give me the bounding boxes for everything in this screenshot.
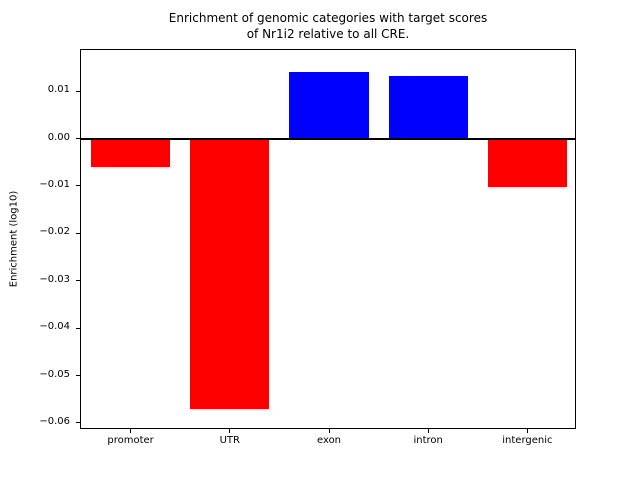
- x-tick-label-intron: intron: [413, 435, 443, 446]
- y-tick-label: −0.06: [39, 415, 70, 427]
- bar-exon: [289, 72, 369, 139]
- x-tick-label-intergenic: intergenic: [502, 435, 553, 446]
- x-tick-mark: [130, 429, 132, 433]
- y-tick-mark: [76, 327, 80, 329]
- y-tick-mark: [76, 375, 80, 376]
- bar-UTR: [190, 138, 270, 409]
- zero-baseline: [81, 137, 575, 140]
- y-tick-label: 0.01: [47, 84, 70, 96]
- bar-intron: [388, 76, 468, 139]
- y-axis-label: Enrichment (log10): [8, 190, 20, 288]
- y-tick-mark: [76, 232, 80, 234]
- y-tick-mark: [76, 422, 80, 424]
- x-tick-mark: [526, 429, 528, 433]
- x-tick-label-exon: exon: [316, 435, 342, 446]
- y-tick-mark: [76, 90, 80, 92]
- chart-title: Enrichment of genomic categories with ta…: [168, 11, 488, 42]
- y-tick-label: −0.04: [39, 321, 70, 333]
- x-tick-label-UTR: UTR: [219, 435, 240, 446]
- y-tick-mark: [76, 280, 80, 282]
- x-tick-label-promoter: promoter: [107, 435, 154, 446]
- x-tick-mark: [229, 429, 231, 433]
- bar-promoter: [90, 138, 171, 168]
- y-tick-mark: [76, 185, 80, 187]
- y-tick-label: −0.03: [39, 273, 70, 285]
- y-tick-label: −0.05: [39, 368, 70, 380]
- y-tick-label: 0.00: [47, 131, 70, 143]
- x-tick-mark: [328, 429, 330, 433]
- y-tick-mark: [76, 138, 80, 140]
- y-tick-label: −0.01: [39, 178, 70, 190]
- y-tick-label: −0.02: [39, 226, 70, 238]
- plot-area: 0.01 0.00 −0.01 −0.02 −0.03 −0.04 −0.05 −0.06 pr…: [39, 49, 576, 446]
- x-tick-mark: [427, 429, 429, 433]
- bar-intergenic: [487, 138, 568, 187]
